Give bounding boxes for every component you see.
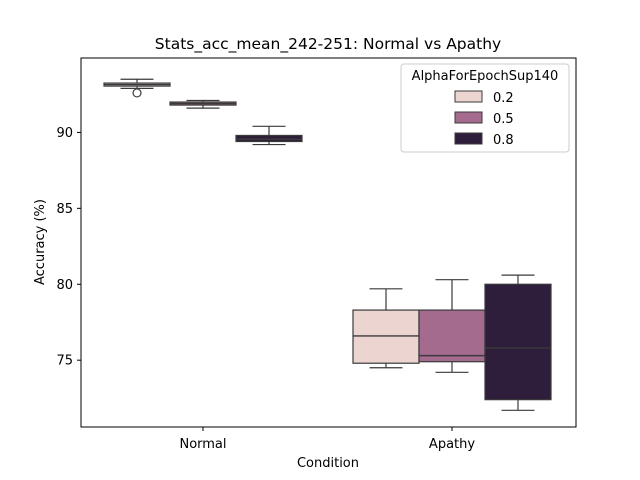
legend: AlphaForEpochSup140 0.2 0.5 0.8: [400, 63, 570, 153]
box-apathy-0.8: [484, 274, 552, 411]
box-normal-0.5: [169, 99, 237, 109]
box-iqr: [484, 283, 552, 401]
box-apathy-0.5: [418, 279, 486, 373]
y-tick-label: 85: [56, 202, 73, 217]
y-axis-label: Accuracy (%): [33, 199, 48, 285]
legend-entries: 0.2 0.5 0.8: [454, 90, 514, 148]
legend-label: 0.8: [493, 133, 514, 148]
plot-area: [103, 78, 552, 411]
x-tick-label: Apathy: [429, 437, 475, 452]
legend-label: 0.2: [493, 91, 514, 106]
legend-swatch: [454, 132, 483, 145]
y-tick-label: 75: [56, 354, 73, 369]
outlier-point: [132, 88, 142, 98]
axes-frame: [80, 57, 577, 428]
box-iqr: [235, 134, 303, 143]
x-tick-label: Normal: [179, 437, 226, 452]
y-tick-label: 80: [56, 278, 73, 293]
x-axis-label: Condition: [297, 456, 359, 471]
x-axis: Normal Apathy: [179, 427, 475, 452]
chart-title: Stats_acc_mean_242-251: Normal vs Apathy: [155, 35, 501, 54]
y-axis: 75 80 85 90: [56, 126, 81, 369]
legend-swatch: [454, 111, 483, 124]
legend-label: 0.5: [493, 112, 514, 127]
legend-swatch: [454, 90, 483, 103]
legend-title: AlphaForEpochSup140: [412, 69, 559, 84]
box-iqr: [418, 309, 486, 363]
box-iqr: [352, 309, 420, 364]
box-normal-0.8: [235, 125, 303, 146]
box-normal-0.2: [103, 78, 171, 98]
legend-frame: [400, 63, 570, 153]
y-tick-label: 90: [56, 126, 73, 141]
box-apathy-0.2: [352, 288, 420, 369]
